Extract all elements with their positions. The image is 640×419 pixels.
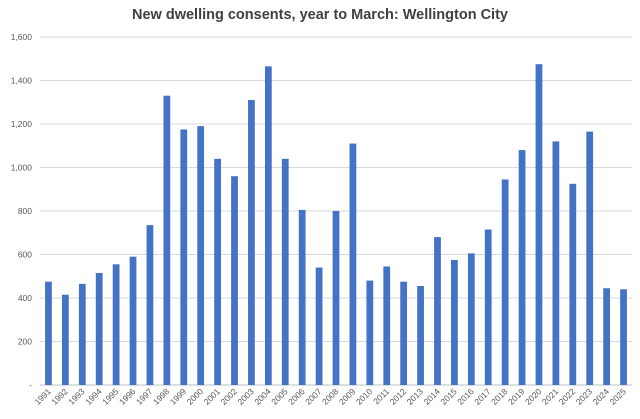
bar-2007 <box>315 267 323 385</box>
bar-1996 <box>129 256 137 385</box>
bar-2015 <box>451 259 458 385</box>
bar-1995 <box>112 264 120 385</box>
x-tick-label: 1999 <box>168 386 189 407</box>
bar-2003 <box>248 100 255 385</box>
x-tick-label: 2020 <box>523 386 544 407</box>
y-tick-label: 1,600 <box>11 32 33 42</box>
x-tick-label: 2014 <box>421 386 442 407</box>
x-tick-label: 2021 <box>540 386 561 407</box>
x-tick-label: 2000 <box>185 386 206 407</box>
y-tick-label: 200 <box>18 337 32 347</box>
x-tick-label: 2023 <box>574 386 595 407</box>
x-tick-label: 1998 <box>151 386 172 407</box>
bar-1999 <box>180 129 188 385</box>
x-tick-label: 2002 <box>218 386 239 407</box>
x-tick-label: 1992 <box>49 386 70 407</box>
x-tick-label: 2012 <box>388 386 409 407</box>
bar-2005 <box>281 158 289 385</box>
x-tick-label: 2022 <box>557 386 578 407</box>
x-tick-label: 2005 <box>269 386 290 407</box>
bar-2001 <box>214 158 221 385</box>
x-tick-label: 2011 <box>371 386 391 406</box>
bar-2023 <box>586 131 594 385</box>
bar-2013 <box>417 286 424 385</box>
x-tick-label: 2015 <box>438 386 459 407</box>
bar-1992 <box>61 294 69 385</box>
bar-2000 <box>197 126 205 386</box>
y-tick-label: - <box>29 380 32 390</box>
bar-2021 <box>552 141 560 385</box>
bar-1991 <box>45 281 52 385</box>
bar-2002 <box>231 176 238 385</box>
bar-1994 <box>95 272 103 385</box>
bar-2014 <box>434 237 441 385</box>
x-tick-label: 2025 <box>608 386 629 407</box>
bar-2010 <box>366 280 374 385</box>
bar-2011 <box>383 266 391 385</box>
bar-2009 <box>349 143 357 385</box>
bar-2022 <box>569 183 577 385</box>
bar-2017 <box>484 229 492 385</box>
x-tick-label: 2017 <box>472 386 493 407</box>
x-tick-label: 2019 <box>506 386 527 407</box>
x-tick-label: 1994 <box>83 386 104 407</box>
x-tick-label: 2008 <box>320 386 341 407</box>
x-tick-label: 1995 <box>100 386 121 407</box>
y-tick-label: 1,400 <box>11 76 33 86</box>
x-tick-label: 2024 <box>591 386 612 407</box>
bar-2012 <box>400 281 408 385</box>
x-tick-label: 2018 <box>489 386 510 407</box>
bar-2008 <box>332 211 340 385</box>
x-tick-label: 2003 <box>235 386 256 407</box>
x-tick-label: 2013 <box>405 386 426 407</box>
x-tick-label: 1997 <box>134 386 155 407</box>
bar-2004 <box>264 66 272 386</box>
chart-title: New dwelling consents, year to March: We… <box>132 7 508 23</box>
y-tick-label: 800 <box>18 206 32 216</box>
bar-2020 <box>535 64 543 385</box>
bar-2018 <box>501 179 509 385</box>
y-tick-label: 1,200 <box>11 119 33 129</box>
bar-1997 <box>146 225 154 385</box>
x-tick-label: 2006 <box>286 386 307 407</box>
x-tick-label: 1991 <box>32 386 53 407</box>
bar-1993 <box>78 283 86 385</box>
x-tick-label: 1993 <box>66 386 87 407</box>
bar-2019 <box>518 150 526 385</box>
x-tick-label: 2007 <box>303 386 324 407</box>
bar-2024 <box>603 288 611 385</box>
y-tick-label: 600 <box>18 250 32 260</box>
x-tick-label: 2004 <box>252 386 273 407</box>
bar-2025 <box>620 289 627 385</box>
x-tick-label: 2016 <box>455 386 476 407</box>
x-tick-label: 1996 <box>117 386 138 407</box>
y-tick-label: 400 <box>18 293 32 303</box>
bar-2016 <box>467 253 475 385</box>
bar-2006 <box>298 209 306 385</box>
bar-1998 <box>163 95 171 385</box>
x-tick-label: 2010 <box>354 386 375 407</box>
x-tick-label: 2009 <box>337 386 358 407</box>
y-tick-label: 1,000 <box>11 163 33 173</box>
x-tick-label: 2001 <box>202 386 223 407</box>
